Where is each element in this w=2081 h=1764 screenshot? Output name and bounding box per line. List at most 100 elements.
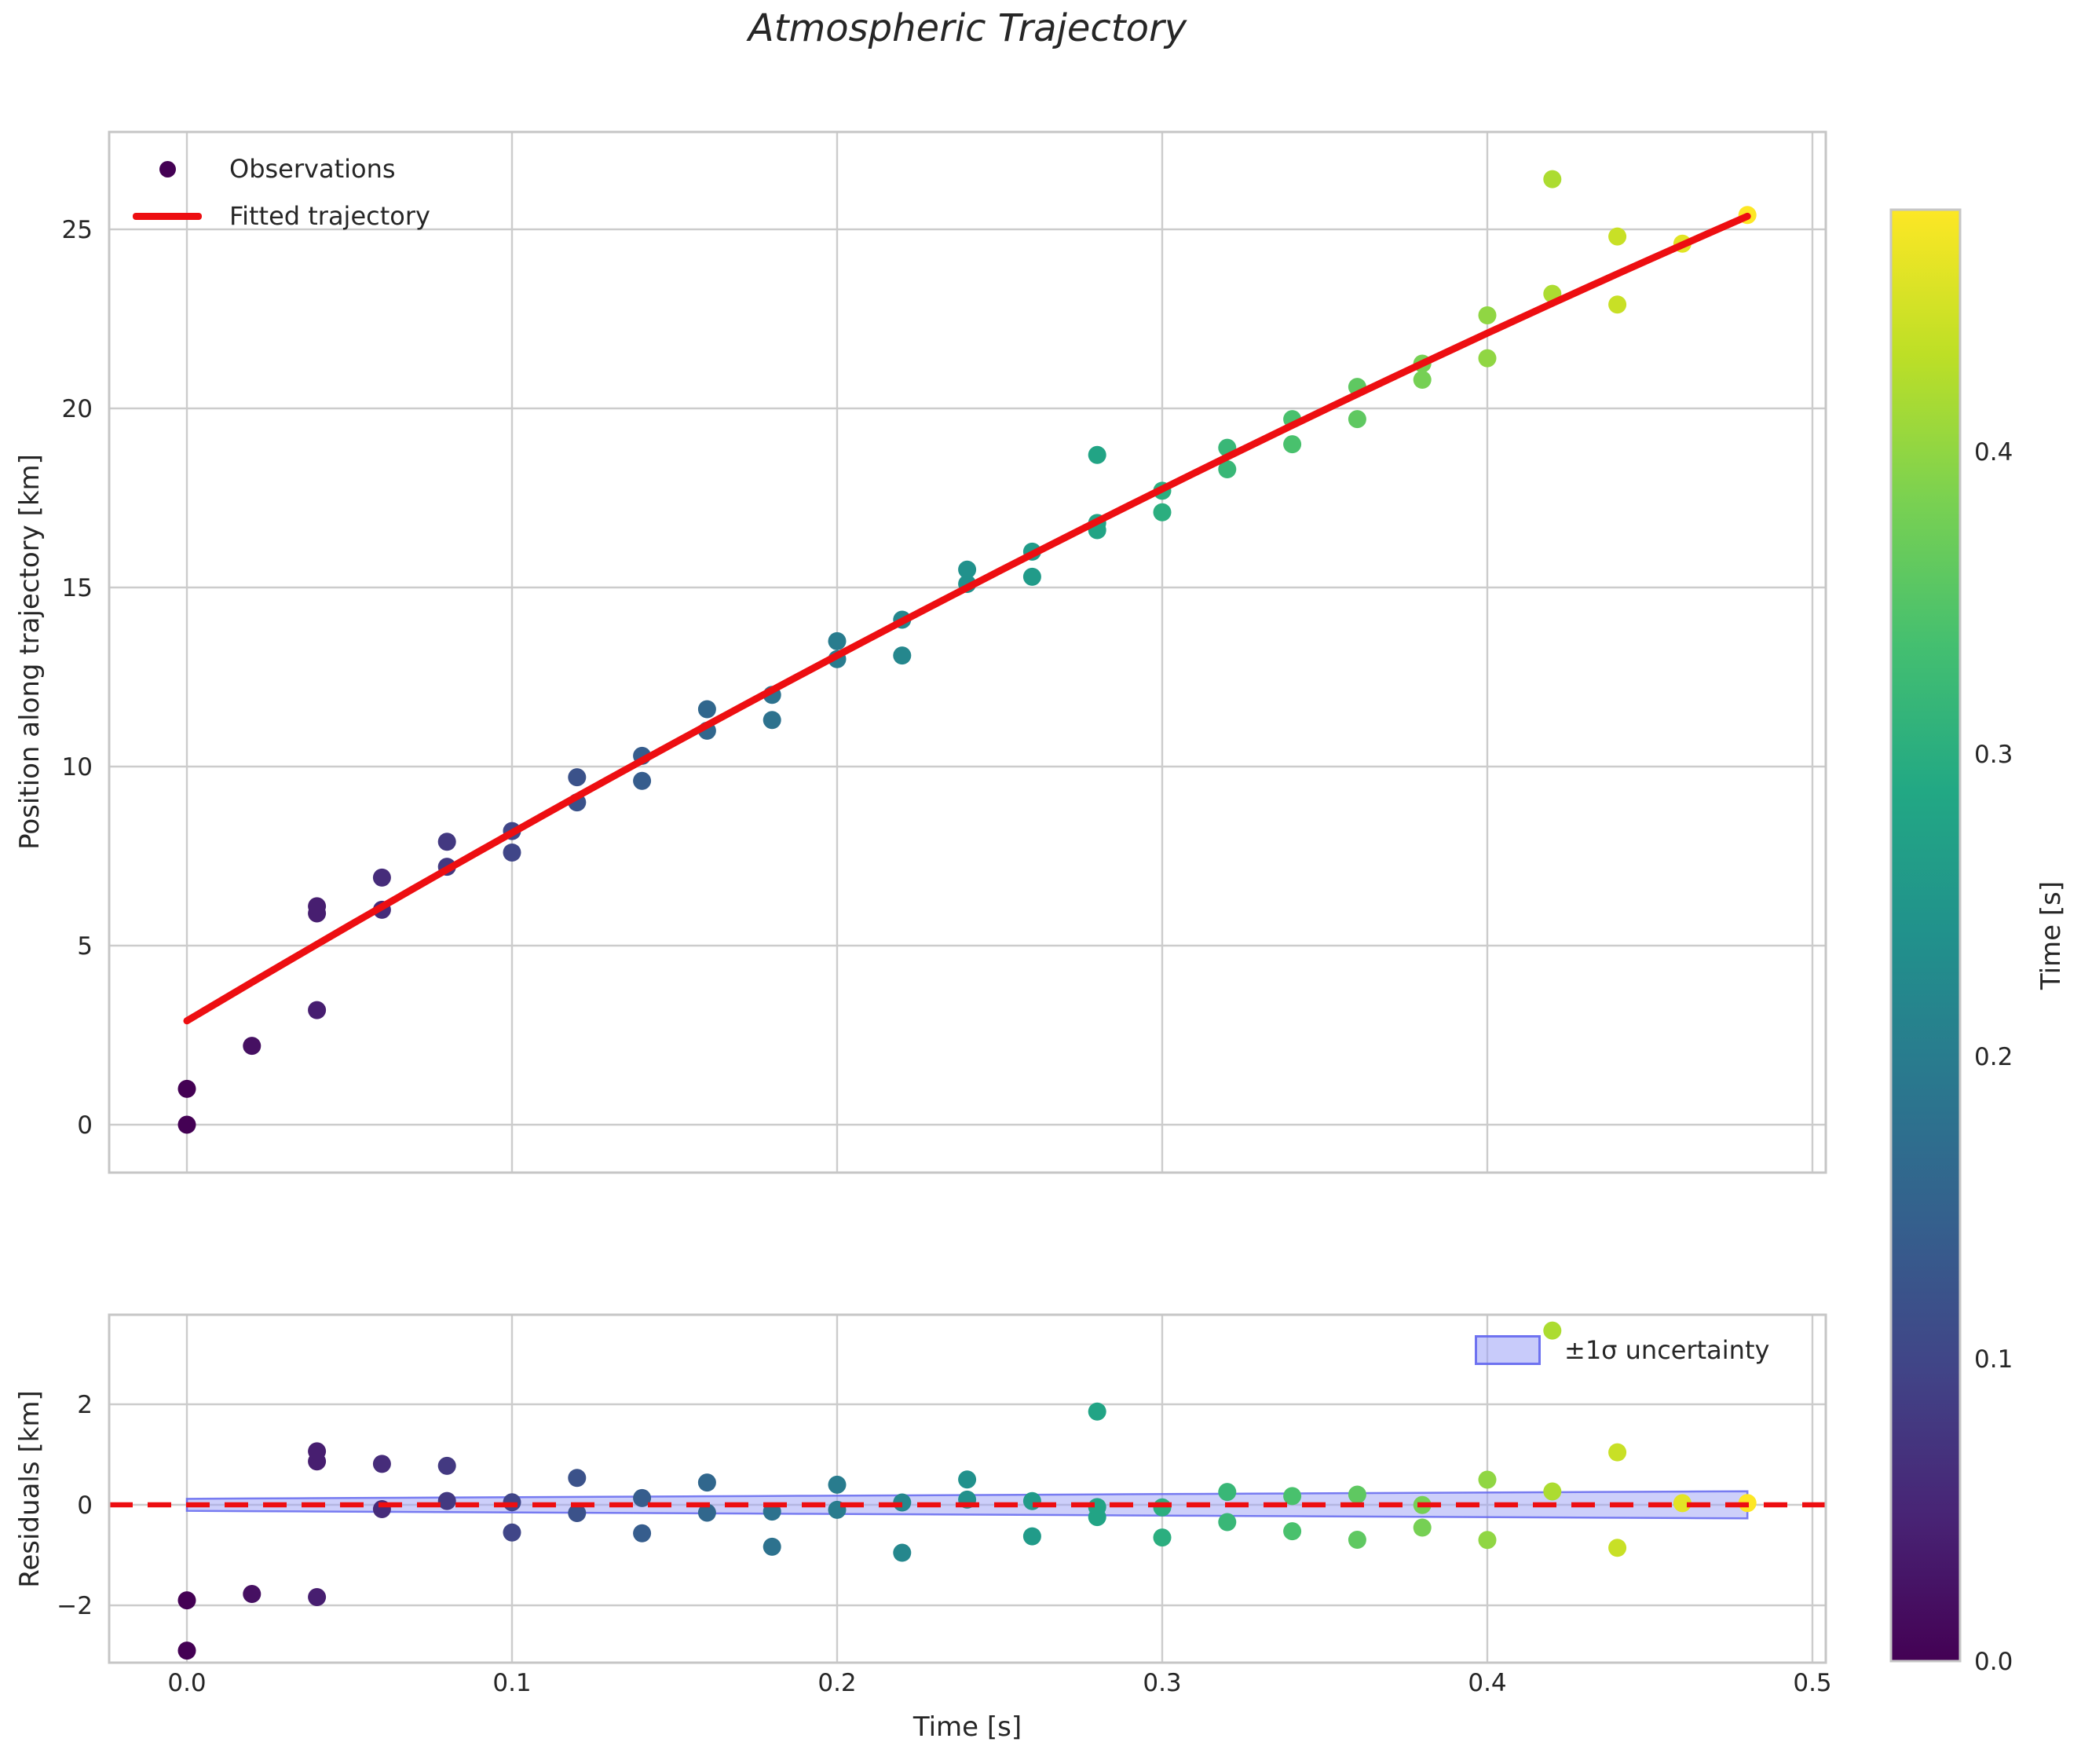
residual-point bbox=[437, 1456, 456, 1475]
colorbar-tick-label: 0.2 bbox=[1974, 1043, 2013, 1071]
legend: Observations Fitted trajectory bbox=[132, 154, 430, 231]
observation-point bbox=[1088, 445, 1106, 464]
observation-point bbox=[1283, 435, 1302, 454]
residual-point bbox=[1413, 1518, 1432, 1537]
residual-point bbox=[1543, 1321, 1562, 1340]
observation-point bbox=[568, 768, 587, 787]
observation-point bbox=[177, 1115, 196, 1134]
residual-point bbox=[1283, 1522, 1302, 1541]
observation-point bbox=[177, 1079, 196, 1098]
residual-point bbox=[437, 1491, 456, 1510]
observation-point bbox=[437, 833, 456, 851]
x-tick-label: 0.1 bbox=[492, 1669, 531, 1697]
residual-point bbox=[697, 1473, 716, 1492]
y-tick-label: 15 bbox=[62, 574, 93, 602]
residual-point bbox=[372, 1455, 391, 1473]
residual-point bbox=[633, 1524, 652, 1543]
legend-label: Fitted trajectory bbox=[229, 201, 430, 231]
residual-point bbox=[763, 1537, 781, 1556]
y-axis-label-residuals: Residuals [km] bbox=[14, 1390, 46, 1588]
residual-point bbox=[1218, 1483, 1237, 1502]
residual-point bbox=[1153, 1528, 1172, 1547]
observation-point bbox=[308, 1001, 327, 1019]
residual-point bbox=[243, 1585, 261, 1604]
y-tick-label: 10 bbox=[62, 753, 93, 781]
observation-point bbox=[308, 897, 327, 916]
observation-point bbox=[503, 843, 521, 862]
y-tick-label: −2 bbox=[57, 1592, 93, 1620]
observation-point bbox=[763, 711, 781, 730]
residual-point bbox=[893, 1543, 912, 1562]
residual-point bbox=[1348, 1485, 1366, 1504]
x-tick-label: 0.5 bbox=[1793, 1669, 1831, 1697]
observation-point bbox=[1413, 371, 1432, 390]
residual-point bbox=[1022, 1527, 1041, 1546]
observation-point bbox=[828, 631, 847, 650]
legend-label: Observations bbox=[229, 154, 396, 184]
observation-point bbox=[1478, 306, 1497, 324]
fitted-line-marker-icon bbox=[133, 212, 202, 220]
residual-legend-label: ±1σ uncertainty bbox=[1564, 1335, 1770, 1365]
observation-point bbox=[1153, 503, 1172, 522]
residual-point bbox=[633, 1488, 652, 1507]
observations-marker-icon bbox=[159, 160, 176, 177]
residual-point bbox=[1088, 1402, 1106, 1421]
residual-point bbox=[697, 1503, 716, 1522]
x-tick-label: 0.0 bbox=[167, 1669, 206, 1697]
observation-point bbox=[633, 771, 652, 790]
colorbar-label: Time [s] bbox=[2035, 880, 2067, 990]
colorbar-tick-label: 0.1 bbox=[1974, 1345, 2013, 1374]
colorbar bbox=[1889, 208, 1962, 1663]
chart-title: Atmospheric Trajectory bbox=[748, 6, 1187, 50]
fitted-trajectory-line bbox=[183, 212, 1751, 1025]
y-tick-label: 2 bbox=[77, 1391, 93, 1419]
y-tick-label: 5 bbox=[77, 932, 93, 961]
x-axis-label: Time [s] bbox=[912, 1711, 1022, 1743]
colorbar-tick-label: 0.0 bbox=[1974, 1648, 2013, 1676]
legend-entry-fitted: Fitted trajectory bbox=[132, 201, 430, 231]
y-tick-label: 25 bbox=[62, 216, 93, 244]
x-tick-label: 0.2 bbox=[817, 1669, 856, 1697]
residual-point bbox=[1543, 1482, 1562, 1501]
residual-point bbox=[1673, 1494, 1691, 1513]
y-tick-label: 20 bbox=[62, 395, 93, 423]
y-tick-label: 0 bbox=[77, 1111, 93, 1140]
observation-point bbox=[1608, 227, 1627, 246]
observation-point bbox=[1218, 460, 1237, 479]
residual-point bbox=[1283, 1487, 1302, 1506]
residual-point bbox=[568, 1503, 587, 1522]
colorbar-tick-label: 0.4 bbox=[1974, 438, 2013, 467]
residual-point bbox=[1608, 1443, 1627, 1462]
residual-point bbox=[503, 1523, 521, 1542]
observation-point bbox=[1022, 567, 1041, 586]
x-tick-label: 0.3 bbox=[1143, 1669, 1181, 1697]
residual-point bbox=[308, 1588, 327, 1607]
y-tick-label: 0 bbox=[77, 1491, 93, 1520]
colorbar-tick-label: 0.3 bbox=[1974, 741, 2013, 769]
residual-point bbox=[177, 1641, 196, 1660]
x-tick-label: 0.4 bbox=[1468, 1669, 1506, 1697]
y-axis-label-top: Position along trajectory [km] bbox=[14, 454, 46, 850]
uncertainty-band-icon bbox=[1475, 1335, 1541, 1365]
residual-legend: ±1σ uncertainty bbox=[1475, 1335, 1769, 1365]
residual-point bbox=[958, 1470, 977, 1489]
residual-point bbox=[1478, 1470, 1497, 1489]
observation-point bbox=[1543, 170, 1562, 188]
legend-entry-observations: Observations bbox=[132, 154, 430, 184]
residual-point bbox=[1348, 1531, 1366, 1550]
residual-point bbox=[177, 1591, 196, 1610]
residual-point bbox=[568, 1469, 587, 1488]
residual-point bbox=[308, 1442, 327, 1461]
observation-point bbox=[1608, 295, 1627, 314]
observation-point bbox=[1348, 410, 1366, 429]
residual-point bbox=[1608, 1539, 1627, 1557]
observation-point bbox=[372, 868, 391, 887]
observation-point bbox=[697, 700, 716, 719]
observation-point bbox=[1478, 349, 1497, 368]
observation-point bbox=[893, 646, 912, 665]
observation-point bbox=[958, 560, 977, 579]
residual-point bbox=[1478, 1531, 1497, 1550]
residual-point bbox=[1218, 1513, 1237, 1532]
